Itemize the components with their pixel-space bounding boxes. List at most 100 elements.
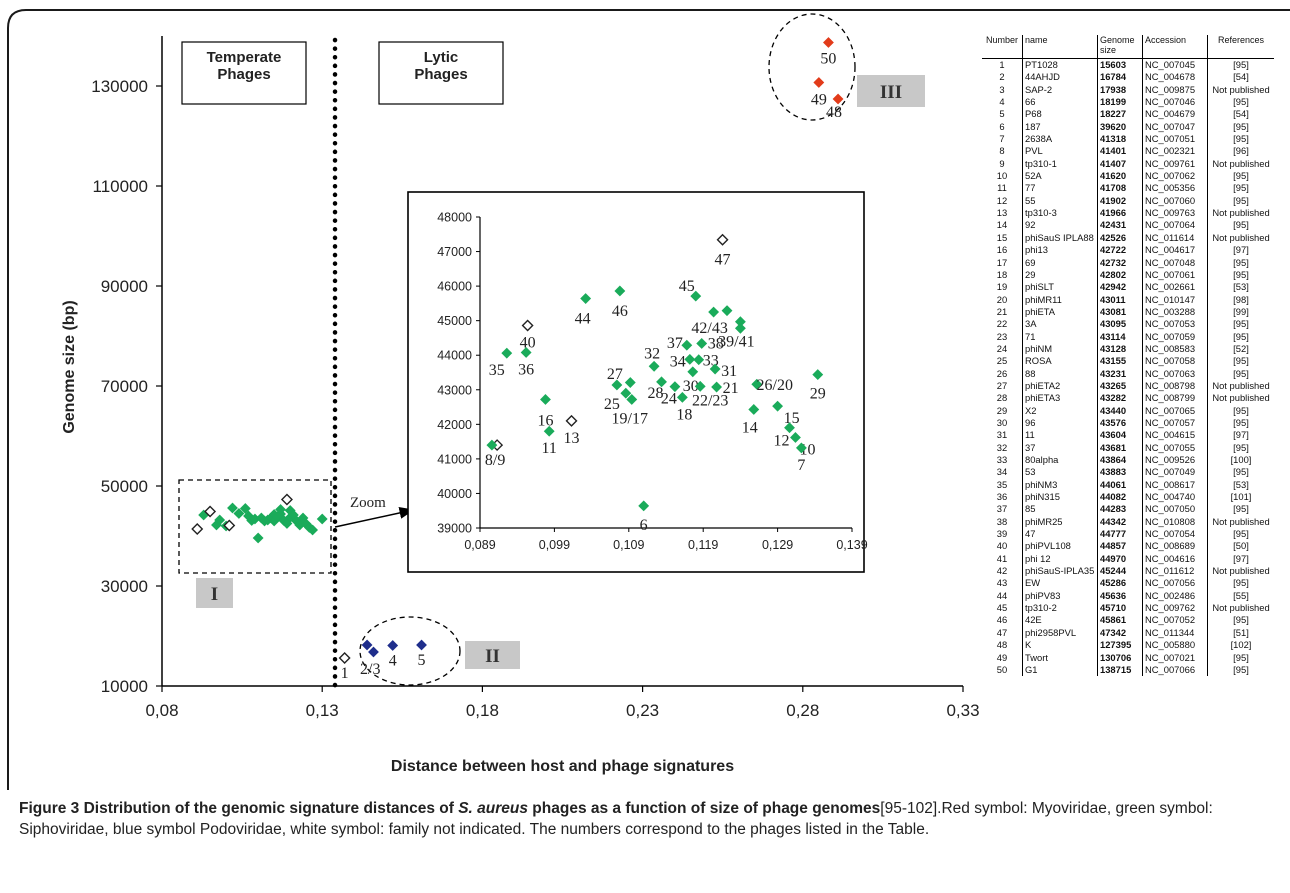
cell-accession: NC_004616 [1142, 552, 1208, 566]
siphoviridae-point [239, 503, 251, 514]
cell-reference: [95] [1207, 58, 1274, 72]
cell-genome-size: 43231 [1097, 367, 1143, 380]
zoom-point-label: 15 [784, 410, 800, 427]
table-row: 43 EW 45286 NC_007056 [95] [982, 577, 1274, 590]
cell-name: phi2958PVL [1022, 626, 1098, 640]
cell-accession: NC_009762 [1142, 602, 1208, 615]
table-row: 1 PT1028 15603 NC_007045 [95] [982, 58, 1274, 72]
cell-accession: NC_007057 [1142, 416, 1208, 430]
cell-reference: [96] [1207, 145, 1274, 158]
cell-genome-size: 41620 [1097, 170, 1143, 183]
family-not-indicated-point [204, 505, 217, 518]
cell-accession: NC_008798 [1142, 379, 1208, 393]
cell-name: tp310-1 [1022, 157, 1098, 171]
zoom-point-label: 14 [742, 419, 758, 436]
table-row: 16 phi13 42722 NC_004617 [97] [982, 244, 1274, 257]
table-row: 32 37 43681 NC_007055 [95] [982, 441, 1274, 454]
cell-genome-size: 42431 [1097, 219, 1143, 232]
cell-reference: Not published [1207, 157, 1274, 171]
table-row: 35 phiNM3 44061 NC_008617 [53] [982, 478, 1274, 492]
cell-reference: [95] [1207, 614, 1274, 627]
main-plot: 10000 30000 50000 70000 90000 110000 130000 0,0… [61, 13, 980, 775]
cell-name: K [1022, 639, 1098, 652]
zoom-y-tick-label: 44000 [437, 349, 472, 363]
cell-name: SAP-2 [1022, 83, 1098, 97]
x-tick-label: 0,33 [946, 701, 979, 720]
temperate-label-box [181, 41, 307, 105]
cell-genome-size: 43883 [1097, 466, 1143, 479]
y-tick-label: 70000 [101, 377, 148, 396]
zoom-point-label: 22/23 [692, 392, 728, 409]
cell-reference: [95] [1207, 441, 1274, 454]
table-row: 17 69 42732 NC_007048 [95] [982, 256, 1274, 269]
zoom-y-tick-label: 40000 [437, 487, 472, 501]
cell-genome-size: 16784 [1097, 71, 1143, 84]
cell-number: 3 [999, 83, 1005, 95]
cell-genome-size: 127395 [1097, 639, 1143, 652]
cell-number: 11 [997, 182, 1007, 194]
family-not-indicated-point [191, 523, 204, 535]
table-row: 50 G1 138715 NC_007066 [95] [982, 663, 1274, 677]
cell-genome-size: 43081 [1097, 305, 1143, 319]
cell-reference: Not published [1207, 379, 1274, 393]
cell-name: phiSauS IPLA88 [1022, 231, 1098, 245]
cell-name: 96 [1022, 416, 1098, 430]
cell-reference: [95] [1207, 651, 1274, 664]
cell-name: 71 [1022, 330, 1098, 343]
cluster-i-outline [178, 479, 332, 574]
zoom-point-green [580, 293, 592, 304]
cell-number: 1 [999, 59, 1005, 70]
cell-number: 21 [996, 305, 1008, 317]
cell-name: X2 [1022, 404, 1098, 417]
cell-name: Twort [1022, 651, 1098, 664]
cell-number: 36 [996, 491, 1008, 503]
cell-genome-size: 45636 [1097, 589, 1143, 603]
cell-accession: NC_011612 [1142, 565, 1208, 578]
cell-accession: NC_005356 [1142, 182, 1208, 195]
cell-number: 30 [996, 416, 1008, 428]
zoom-point-label: 27 [607, 366, 623, 383]
point-label: 5 [418, 652, 426, 669]
point-label: 49 [811, 92, 827, 109]
cell-reference: Not published [1207, 565, 1274, 578]
zoom-point-label: 13 [564, 430, 580, 447]
cell-reference: [95] [1207, 268, 1274, 282]
zoom-point-label: 32 [644, 345, 660, 362]
x-axis-title: Distance between host and phage signatur… [391, 758, 734, 775]
cell-number: 24 [996, 342, 1008, 354]
zoom-point-label: 6 [640, 517, 648, 534]
cell-genome-size: 17938 [1097, 83, 1143, 97]
cell-number: 40 [996, 540, 1008, 552]
cell-name: G1 [1022, 663, 1098, 677]
cluster-i-tag-bg [196, 578, 233, 608]
siphoviridae-point [275, 504, 286, 515]
cell-reference: Not published [1207, 515, 1274, 529]
zoom-point-white [716, 233, 729, 246]
y-tick-label: 110000 [93, 177, 148, 196]
cell-genome-size: 43265 [1097, 379, 1143, 393]
cell-accession: NC_005880 [1142, 639, 1208, 652]
cell-accession: NC_002321 [1142, 145, 1208, 158]
zoom-y-tick-label: 48000 [437, 211, 472, 225]
zoom-point-label: 36 [518, 361, 534, 378]
table-row: 18 29 42802 NC_007061 [95] [982, 268, 1274, 282]
cell-number: 15 [996, 231, 1008, 243]
cell-reference: [95] [1207, 503, 1274, 516]
cell-number: 29 [996, 404, 1008, 416]
zoom-point-green [676, 391, 688, 403]
zoom-point-green [624, 377, 636, 388]
cell-number: 41 [996, 552, 1008, 564]
zoom-point-label: 44 [575, 311, 591, 328]
cell-number: 5 [999, 108, 1005, 120]
cell-name: phiMR11 [1022, 293, 1098, 306]
table-row: 47 phi2958PVL 47342 NC_011344 [51] [982, 626, 1274, 640]
cell-name: 187 [1022, 120, 1098, 134]
cell-name: 11 [1022, 429, 1098, 442]
cell-number: 48 [996, 639, 1008, 651]
zoom-point-label: 7 [797, 457, 805, 474]
x-tick-label: 0,13 [306, 701, 339, 720]
zoom-y-tick-label: 46000 [437, 280, 472, 294]
y-axis-title: Genome size (bp) [61, 300, 78, 433]
cell-accession: NC_011614 [1142, 231, 1208, 245]
cell-genome-size: 44082 [1097, 491, 1143, 504]
